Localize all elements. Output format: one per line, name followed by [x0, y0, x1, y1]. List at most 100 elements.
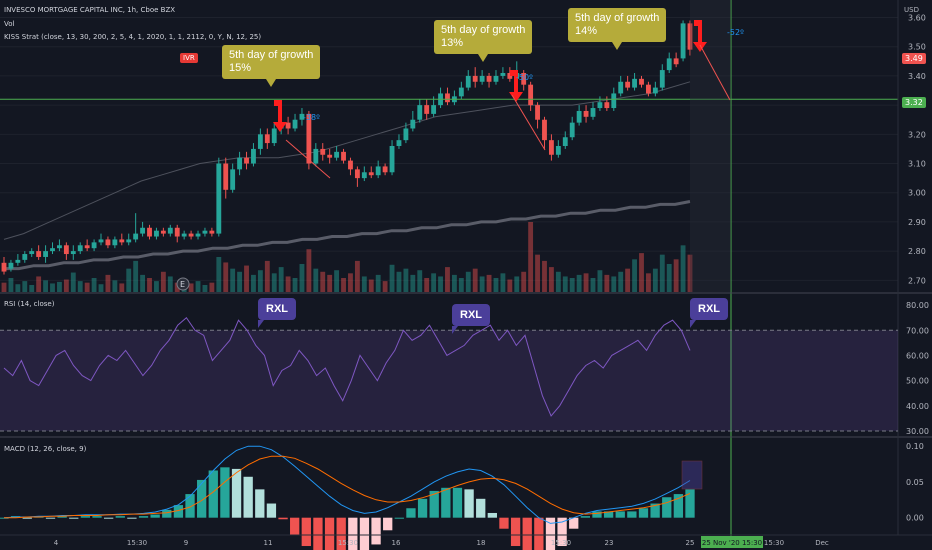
volume-bar: [91, 278, 97, 292]
volume-bar: [431, 273, 437, 292]
macd-histogram-bar: [208, 470, 218, 518]
candle-body: [320, 148, 326, 155]
candle-body: [569, 122, 575, 138]
candle-body: [382, 166, 388, 173]
macd-histogram-bar: [638, 508, 649, 518]
volume-bar: [147, 278, 152, 292]
volume-bar: [514, 276, 520, 292]
macd-line: [3, 445, 691, 524]
time-tick-label: 15:30: [551, 539, 571, 547]
callout-1-line1: 5th day of growth: [229, 49, 314, 61]
rxl-marker-2: RXL: [452, 304, 490, 334]
macd-histogram-bar: [80, 516, 91, 518]
candle-body: [368, 172, 374, 176]
volume-bar: [555, 271, 561, 292]
macd-histogram-bar: [592, 511, 602, 518]
candle-body: [472, 75, 478, 82]
hline-price-label: 3.32: [902, 97, 926, 108]
volume-bar: [251, 274, 256, 292]
time-tick-label: Dec: [815, 539, 829, 547]
volume-bar: [521, 271, 527, 292]
volume-bar: [396, 271, 402, 292]
volume-bar: [597, 270, 603, 292]
rsi-line: [3, 316, 691, 417]
macd-histogram-bar: [45, 517, 56, 519]
macd-histogram-bar: [673, 494, 684, 518]
volume-bar: [160, 271, 166, 292]
macd-histogram-bar: [383, 517, 393, 531]
volume-bar: [257, 270, 263, 292]
candle-body: [375, 166, 381, 176]
volume-bar: [237, 271, 243, 292]
time-tick-label: 16: [392, 539, 401, 547]
time-tick-label: 18: [477, 539, 486, 547]
long-moving-average: [4, 200, 691, 271]
macd-histogram-bar: [650, 503, 660, 518]
down-arrow-icon: [693, 20, 707, 52]
candle-body: [555, 146, 561, 155]
candle-body: [659, 70, 665, 88]
volume-bar: [188, 283, 194, 292]
candle-body: [91, 242, 97, 249]
candle-body: [167, 227, 173, 234]
time-tick-label: 15:30: [764, 539, 784, 547]
time-highlight-label: 25 Nov '20 15:30: [702, 539, 762, 547]
candle-body: [618, 81, 624, 94]
volume-bar: [382, 281, 388, 292]
macd-histogram-bar: [580, 516, 591, 518]
macd-histogram-bar: [92, 516, 102, 518]
macd-highlight-box: [681, 460, 703, 490]
volume-bar: [417, 270, 423, 292]
candle-body: [98, 239, 104, 243]
ticker-badge: IVR: [180, 53, 198, 63]
macd-histogram-bar: [429, 490, 439, 518]
macd-histogram-bar: [627, 511, 637, 518]
volume-bar: [486, 274, 492, 292]
candle-body: [119, 239, 125, 243]
candle-body: [493, 75, 499, 82]
candle-body: [29, 251, 35, 255]
candle-body: [57, 245, 62, 249]
volume-bar: [209, 282, 215, 292]
candle-body: [160, 230, 166, 234]
volume-bar: [278, 267, 284, 292]
volume-bar: [361, 276, 367, 292]
volume-bar: [167, 276, 173, 292]
mid-moving-average: [3, 81, 691, 240]
macd-histogram-bar: [545, 517, 556, 550]
macd-histogram-bar: [185, 494, 195, 518]
candle-body: [105, 239, 111, 246]
volume-bar: [271, 273, 277, 292]
growth-callout-2: 5th day of growth 13%: [434, 20, 533, 62]
candle-body: [604, 102, 610, 109]
macd-histogram-bar: [150, 514, 160, 518]
candle-body: [154, 230, 159, 237]
candle-body: [424, 105, 430, 114]
candle-body: [257, 134, 263, 149]
macd-histogram-bar: [569, 517, 579, 529]
volume-bar: [632, 259, 637, 292]
macd-tick-label: 0.10: [906, 442, 924, 451]
macd-histogram-bar: [499, 517, 509, 529]
volume-bar: [576, 274, 582, 292]
candle-body: [202, 230, 208, 234]
currency-label: USD: [904, 6, 919, 14]
time-tick-label: 4: [54, 539, 59, 547]
candle-body: [652, 87, 658, 94]
volume-bar: [244, 265, 249, 292]
callout-1-line2: 15%: [229, 62, 252, 74]
candle-body: [500, 73, 506, 76]
volume-bar: [70, 272, 76, 292]
volume-bar: [569, 278, 575, 292]
candle-body: [285, 122, 291, 129]
rsi-tick-label: 40.00: [906, 402, 929, 411]
volume-bar: [652, 268, 658, 292]
macd-histogram-bar: [127, 517, 137, 519]
macd-histogram-bar: [557, 517, 567, 547]
macd-histogram-bar: [487, 512, 497, 518]
macd-histogram-bar: [115, 516, 125, 518]
candle-body: [84, 245, 90, 249]
candle-body: [535, 105, 540, 120]
candle-body: [625, 81, 631, 88]
